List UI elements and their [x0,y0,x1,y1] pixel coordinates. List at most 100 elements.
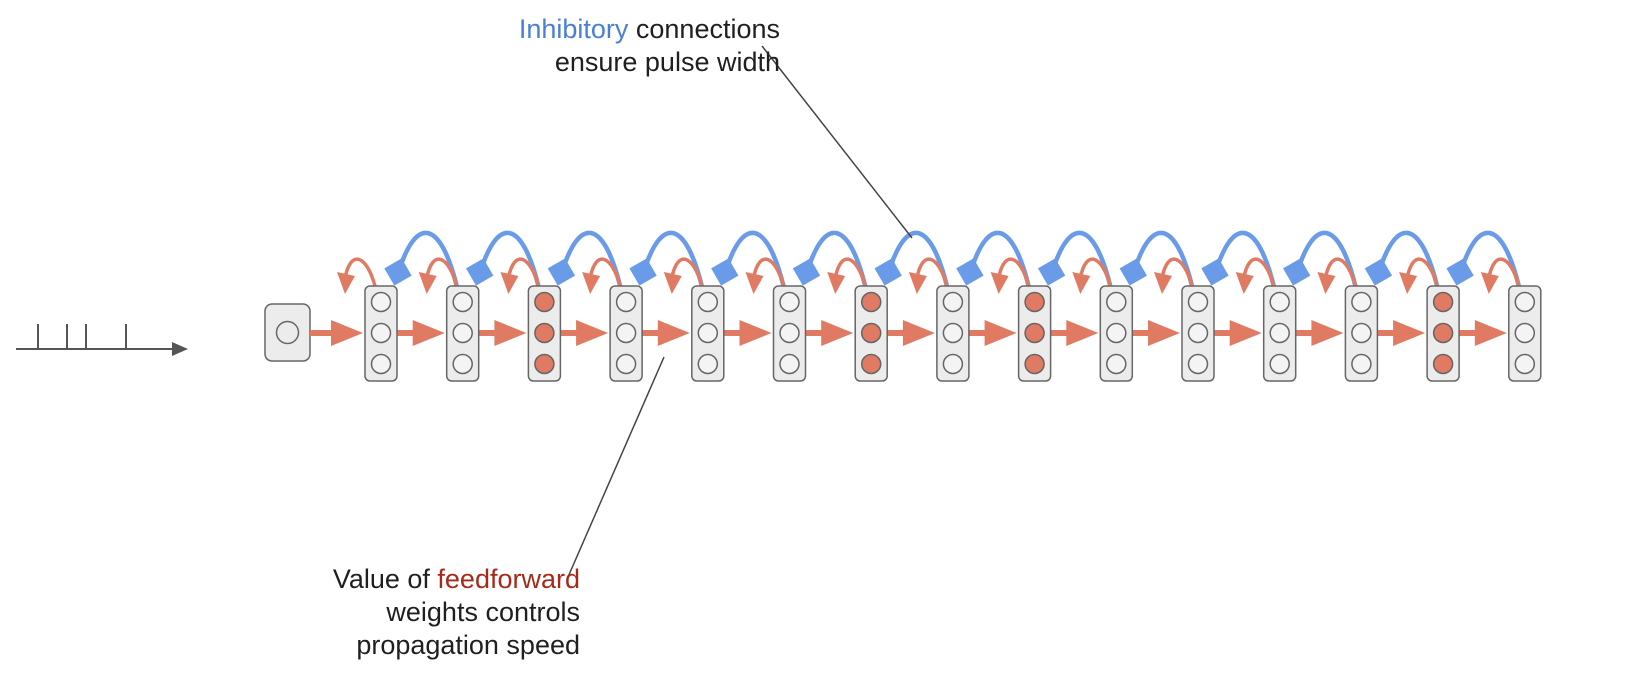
feedforward-arrow [968,320,1017,346]
self-loop-arrowhead [990,272,1009,294]
self-loop-curve [670,257,704,287]
self-loop-curve [506,257,541,287]
neuron-column [936,285,970,382]
inhibitory-connection [874,230,950,287]
feedforward-arrowhead [1148,320,1180,346]
neuron [1269,322,1290,344]
inhibitory-connection [1364,230,1440,287]
feedforward-arrowhead [1393,320,1426,346]
neuron-column [854,285,888,382]
inhibitory-connection [1201,230,1276,287]
feedforward-annotation-line-2: weights controls [386,597,580,627]
neuron-column [1426,285,1460,382]
self-excitation-loop [1154,257,1194,294]
inhibitory-curve [640,230,704,287]
inhibitory-curve [1131,230,1195,287]
self-excitation-loop [908,257,949,294]
neuron [779,353,800,375]
inhibitory-connection [956,230,1031,287]
inhibitory-curve [1376,230,1440,287]
leader-lines [567,45,913,578]
inhibitory-annotation-line-1: Inhibitory connections [400,13,780,46]
inhibitory-highlight: Inhibitory [518,14,629,44]
self-loop-curve [588,257,622,287]
neuron [1351,322,1372,344]
inhibitory-connection [466,230,541,287]
self-loop-arrowhead [418,272,437,294]
inhibitory-terminal [1201,258,1229,286]
neuron [452,353,473,375]
self-loop-arrowhead [663,272,682,294]
neuron [452,322,473,344]
neuron [942,353,964,375]
self-loop-curve [751,257,786,287]
neuron-column [1017,285,1052,382]
neuron [370,322,392,344]
active-neuron [534,353,555,375]
neuron [942,322,964,344]
feedforward-arrow [887,320,935,346]
inhibitory-connection [1283,230,1358,287]
inhibitory-curve [559,230,623,287]
active-neuron [1432,353,1454,375]
self-loop-curve [1323,257,1358,287]
neuron [1106,291,1127,313]
feedforward-arrow [642,320,690,346]
inhibitory-curve [1049,230,1113,287]
feedforward-arrow [1459,320,1507,346]
neuron [1351,353,1372,375]
feedforward-arrowhead [1066,320,1099,346]
inhibitory-terminal [384,258,412,286]
feedforward-arrowhead [657,320,690,346]
feedforward-arrowhead [576,320,609,346]
feedforward-leader-line [567,356,665,578]
inhibitory-terminal [711,258,739,286]
neuron [1187,291,1209,313]
neuron [779,291,800,313]
inhibitory-connection [1119,230,1195,287]
self-loop-curve [424,257,459,287]
self-excitation-loops [337,257,1521,294]
feedforward-arrowhead [1229,320,1262,346]
neuron [615,353,637,375]
neuron-column [445,285,480,382]
inhibitory-terminal [874,258,902,286]
self-excitation-loop [1235,257,1276,294]
inhibitory-connection [629,230,704,287]
inhibitory-leader-line [761,45,913,239]
feedforward-arrow [805,320,854,346]
neuron [1514,322,1536,344]
self-loop-curve [833,257,867,287]
inhibitory-terminal [1119,258,1147,286]
feedforward-arrow [310,320,363,346]
self-excitation-loop [337,257,377,294]
inhibitory-terminal [466,258,494,286]
time-axis-arrowhead [172,342,188,356]
feedforward-arrow [1050,320,1099,346]
self-loop-arrowhead [1235,272,1254,294]
feedforward-arrowhead [821,320,854,346]
feedforward-arrow [1377,320,1426,346]
feedforward-arrowhead [902,320,935,346]
neuron [1514,291,1536,313]
inhibitory-connection [792,230,868,287]
inhibitory-curve [1294,230,1358,287]
neuron [1269,291,1290,313]
inhibitory-terminal [1364,258,1393,286]
self-excitation-loop [663,257,704,294]
neuron [1351,291,1372,313]
inhibitory-annotation: Inhibitory connections ensure pulse widt… [400,13,780,79]
inhibitory-connection [384,230,459,287]
self-excitation-loop [827,257,867,294]
self-loop-arrowhead [582,272,601,294]
self-loop-curve [343,257,377,287]
feedforward-arrowhead [331,320,363,346]
self-loop-curve [1241,257,1276,287]
feedforward-arrow [1295,320,1344,346]
self-loop-arrowhead [337,272,355,294]
feedforward-arrowhead [984,320,1017,346]
inhibitory-curve [1212,230,1276,287]
neuron-column [1508,285,1542,382]
neuron [779,322,800,344]
